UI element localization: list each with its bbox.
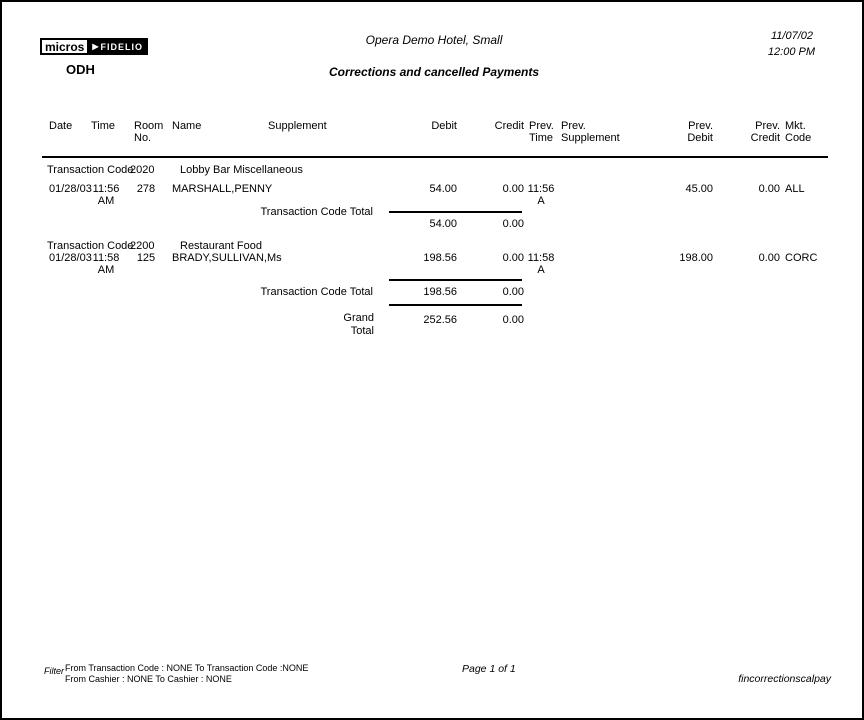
cell-date: 01/28/03 xyxy=(49,183,92,195)
col-prev-time: Prev. Time xyxy=(529,120,554,144)
transaction-total-credit: 0.00 xyxy=(502,218,524,230)
micros-fidelio-logo: micros ▶ FIDELIO xyxy=(40,38,149,55)
filter-transaction-line: From Transaction Code : NONE To Transact… xyxy=(65,663,309,673)
cell-prev-debit: 45.00 xyxy=(685,183,713,195)
report-filename: fincorrectionscalpay xyxy=(738,673,831,685)
cell-prev-credit: 0.00 xyxy=(758,183,780,195)
col-time: Time xyxy=(91,120,116,132)
print-time: 12:00 PM xyxy=(767,46,815,58)
col-room-no: Room No. xyxy=(134,120,164,144)
report-title: Corrections and cancelled Payments xyxy=(328,65,540,79)
transaction-total-credit: 0.00 xyxy=(502,286,524,298)
grand-total-debit: 252.56 xyxy=(423,314,457,326)
cell-mkt-code: ALL xyxy=(785,183,805,195)
transaction-total-label: Transaction Code Total xyxy=(260,286,373,298)
cell-credit: 0.00 xyxy=(502,252,524,264)
col-date: Date xyxy=(49,120,73,132)
cell-debit: 198.56 xyxy=(423,252,457,264)
transaction-code-value: 2200 xyxy=(130,240,155,252)
cell-date: 01/28/03 xyxy=(49,252,92,264)
cell-credit: 0.00 xyxy=(502,183,524,195)
col-prev-credit: Prev. Credit xyxy=(750,120,780,144)
grand-total-credit: 0.00 xyxy=(502,314,524,326)
col-debit: Debit xyxy=(431,120,457,132)
col-supplement: Supplement xyxy=(268,120,327,132)
transaction-total-rule xyxy=(389,211,522,213)
transaction-code-label: Transaction Code xyxy=(47,240,134,252)
print-date: 11/07/02 xyxy=(770,30,813,42)
transaction-code-description: Lobby Bar Miscellaneous xyxy=(180,164,303,176)
col-mkt-code: Mkt. Code xyxy=(785,120,812,144)
cell-name: BRADY,SULLIVAN,Ms xyxy=(172,252,282,264)
filter-cashier-line: From Cashier : NONE To Cashier : NONE xyxy=(65,674,232,684)
transaction-code-label: Transaction Code xyxy=(47,164,134,176)
micros-logo-text: micros xyxy=(40,38,90,55)
cell-time: 11:58 AM xyxy=(92,252,120,276)
logo-arrow-icon: ▶ xyxy=(92,42,100,51)
cell-prev-debit: 198.00 xyxy=(679,252,713,264)
transaction-total-rule xyxy=(389,279,522,281)
hotel-name: Opera Demo Hotel, Small xyxy=(365,33,503,47)
cell-mkt-code: CORC xyxy=(785,252,818,264)
transaction-code-description: Restaurant Food xyxy=(180,240,262,252)
cell-prev-time: 11:58 A xyxy=(527,252,555,276)
cell-room: 278 xyxy=(136,183,156,195)
transaction-total-debit: 54.00 xyxy=(429,218,457,230)
fidelio-logo-box: ▶ FIDELIO xyxy=(89,38,149,55)
property-code: ODH xyxy=(66,62,95,77)
cell-debit: 54.00 xyxy=(429,183,457,195)
grand-total-rule xyxy=(389,304,522,306)
filter-label: Filter xyxy=(44,666,64,676)
cell-name: MARSHALL,PENNY xyxy=(172,183,273,195)
cell-time: 11:56 AM xyxy=(92,183,120,207)
cell-prev-time: 11:56 A xyxy=(527,183,555,207)
col-credit: Credit xyxy=(494,120,524,132)
col-name: Name xyxy=(172,120,202,132)
col-prev-supplement: Prev. Supplement xyxy=(561,120,620,144)
grand-total-label: Grand Total xyxy=(343,312,374,337)
transaction-code-value: 2020 xyxy=(130,164,155,176)
transaction-total-debit: 198.56 xyxy=(423,286,457,298)
page-number: Page 1 of 1 xyxy=(462,663,516,675)
cell-room: 125 xyxy=(136,252,156,264)
cell-prev-credit: 0.00 xyxy=(758,252,780,264)
fidelio-logo-text: FIDELIO xyxy=(100,41,144,52)
col-prev-debit: Prev. Debit xyxy=(687,120,713,144)
transaction-total-label: Transaction Code Total xyxy=(260,206,373,218)
header-rule xyxy=(42,156,828,158)
